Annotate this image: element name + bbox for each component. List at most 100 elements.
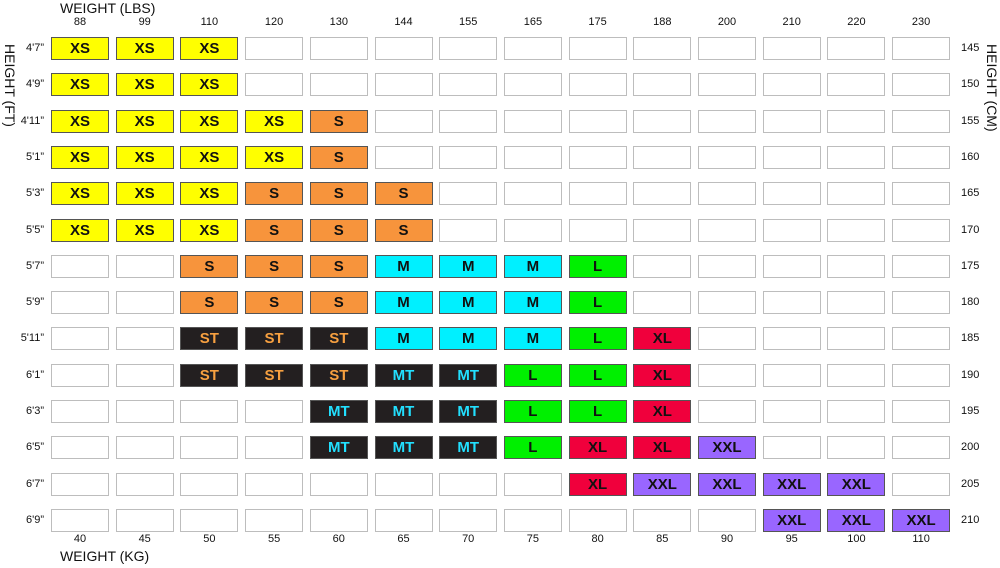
size-cell-m: M: [503, 327, 562, 351]
size-cell-xl: XL: [633, 400, 692, 423]
cm-tick: 145: [961, 42, 980, 54]
empty-cell: [892, 182, 951, 206]
kg-tick: 45: [138, 533, 151, 545]
empty-cell: [892, 37, 951, 60]
empty-cell: [439, 182, 498, 206]
empty-cell: [245, 37, 304, 60]
size-cell-xs: XS: [180, 109, 239, 133]
size-cell-st: ST: [180, 327, 239, 351]
kg-tick: 85: [656, 533, 669, 545]
empty-cell: [245, 436, 304, 460]
empty-cell: [762, 145, 821, 169]
ft-tick: 5'3”: [26, 187, 44, 200]
empty-cell: [762, 73, 821, 97]
size-cell-s: S: [374, 182, 433, 206]
kg-tick: 75: [526, 533, 540, 545]
empty-cell: [892, 472, 951, 496]
size-cell-xxl: XXL: [762, 472, 821, 496]
kg-tick: 65: [397, 533, 410, 545]
size-cell-s: S: [309, 291, 368, 315]
empty-cell: [439, 109, 498, 133]
size-cell-st: ST: [245, 327, 304, 351]
size-cell-xs: XS: [51, 73, 109, 97]
size-cell-xs: XS: [180, 73, 239, 97]
empty-cell: [827, 73, 886, 97]
empty-cell: [503, 218, 562, 242]
empty-cell: [633, 109, 692, 133]
cm-tick: 205: [961, 477, 980, 490]
size-cell-xs: XS: [180, 182, 239, 206]
size-cell-mt: MT: [439, 436, 498, 460]
empty-cell: [51, 508, 109, 532]
empty-cell: [439, 218, 498, 242]
size-cell-mt: MT: [374, 363, 433, 387]
empty-cell: [439, 37, 498, 60]
right-axis-title: HEIGHT (CM): [984, 44, 1000, 132]
empty-cell: [51, 472, 109, 496]
size-cell-xl: XL: [568, 472, 627, 496]
size-cell-xl: XL: [633, 436, 692, 460]
size-cell-mt: MT: [374, 400, 433, 423]
size-cell-xs: XS: [245, 145, 304, 169]
empty-cell: [892, 327, 951, 351]
size-cell-s: S: [245, 291, 304, 315]
size-cell-s: S: [309, 145, 368, 169]
size-cell-xs: XS: [115, 73, 174, 97]
empty-cell: [827, 37, 886, 60]
size-cell-st: ST: [180, 363, 239, 387]
empty-cell: [568, 37, 627, 60]
empty-cell: [51, 291, 109, 315]
empty-cell: [633, 254, 692, 278]
size-cell-mt: MT: [374, 436, 433, 460]
empty-cell: [568, 73, 627, 97]
size-cell-s: S: [180, 291, 239, 315]
empty-cell: [762, 327, 821, 351]
kg-tick: 40: [73, 533, 87, 545]
size-cell-xs: XS: [115, 37, 174, 60]
size-cell-mt: MT: [439, 363, 498, 387]
empty-cell: [115, 508, 174, 532]
size-cell-m: M: [439, 254, 498, 278]
size-cell-st: ST: [309, 363, 368, 387]
size-cell-m: M: [439, 327, 498, 351]
empty-cell: [827, 327, 886, 351]
size-cell-l: L: [503, 400, 562, 423]
ft-tick: 6'3”: [26, 405, 44, 417]
size-cell-m: M: [374, 291, 433, 315]
empty-cell: [51, 327, 109, 351]
lbs-tick: 188: [653, 16, 672, 28]
size-cell-xs: XS: [115, 218, 174, 242]
size-cell-xs: XS: [51, 145, 109, 169]
empty-cell: [180, 400, 239, 423]
size-cell-mt: MT: [309, 436, 368, 460]
empty-cell: [827, 363, 886, 387]
empty-cell: [568, 182, 627, 206]
lbs-tick: 155: [459, 16, 478, 28]
cm-tick: 180: [961, 296, 980, 309]
empty-cell: [827, 254, 886, 278]
size-cell-xxl: XXL: [698, 472, 756, 496]
bottom-axis-title: WEIGHT (KG): [60, 548, 150, 564]
empty-cell: [503, 472, 562, 496]
empty-cell: [827, 182, 886, 206]
empty-cell: [245, 73, 304, 97]
empty-cell: [698, 73, 756, 97]
empty-cell: [374, 472, 433, 496]
empty-cell: [892, 73, 951, 97]
empty-cell: [180, 436, 239, 460]
lbs-tick: 200: [717, 16, 737, 28]
lbs-tick: 130: [329, 16, 348, 28]
size-cell-xs: XS: [115, 182, 174, 206]
empty-cell: [762, 436, 821, 460]
size-cell-st: ST: [309, 327, 368, 351]
empty-cell: [309, 472, 368, 496]
ft-tick: 5'7”: [26, 259, 44, 272]
kg-tick: 95: [785, 533, 798, 545]
empty-cell: [503, 508, 562, 532]
size-cell-xl: XL: [633, 327, 692, 351]
size-cell-s: S: [309, 182, 368, 206]
size-cell-l: L: [568, 400, 627, 423]
empty-cell: [892, 145, 951, 169]
empty-cell: [309, 73, 368, 97]
empty-cell: [309, 508, 368, 532]
